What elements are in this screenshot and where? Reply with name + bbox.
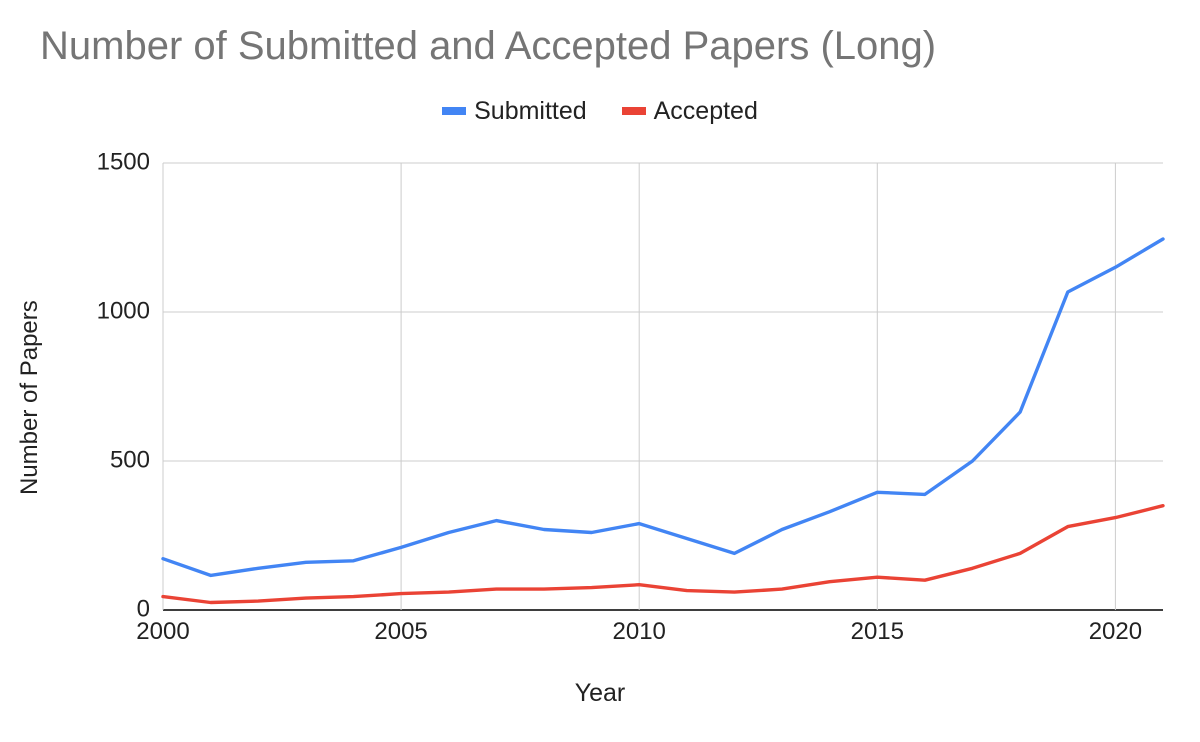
svg-text:2015: 2015 — [851, 618, 904, 645]
svg-text:1500: 1500 — [97, 149, 150, 176]
svg-text:2005: 2005 — [374, 618, 427, 645]
svg-text:1000: 1000 — [97, 298, 150, 325]
svg-text:500: 500 — [110, 447, 150, 474]
svg-text:2020: 2020 — [1089, 618, 1142, 645]
svg-text:2000: 2000 — [136, 618, 189, 645]
svg-text:2010: 2010 — [613, 618, 666, 645]
